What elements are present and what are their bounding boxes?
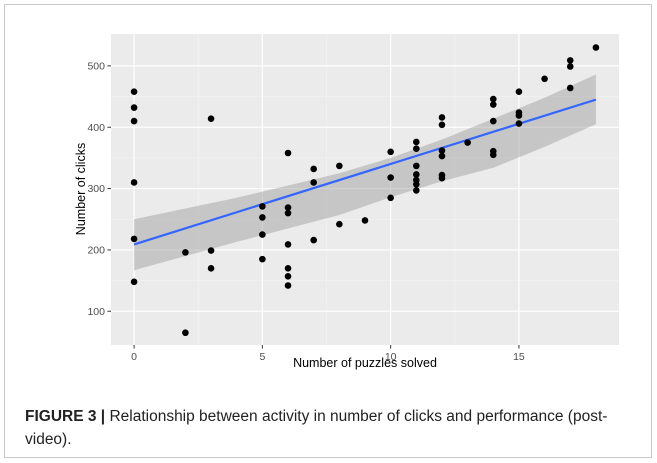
data-point bbox=[464, 139, 471, 146]
data-point bbox=[387, 194, 394, 202]
data-point bbox=[413, 187, 420, 194]
data-point bbox=[413, 171, 420, 178]
data-point bbox=[566, 84, 574, 92]
data-point bbox=[413, 162, 420, 170]
data-point bbox=[284, 282, 292, 289]
data-point bbox=[489, 117, 497, 125]
data-point bbox=[489, 151, 497, 159]
data-point bbox=[207, 247, 215, 254]
data-point bbox=[182, 249, 189, 256]
data-point bbox=[259, 203, 266, 210]
data-point bbox=[284, 149, 292, 157]
data-point bbox=[387, 148, 394, 156]
scatter-plot: 0 5 10 15 100 200 300 400 500 Number of puzzles… bbox=[74, 34, 619, 370]
caption-text: Relationship between activity in number … bbox=[25, 408, 608, 448]
plot-panel bbox=[111, 34, 619, 345]
data-point bbox=[130, 104, 138, 111]
data-point bbox=[284, 272, 292, 280]
data-point bbox=[489, 101, 497, 108]
data-point bbox=[387, 174, 394, 181]
data-point bbox=[259, 255, 266, 263]
data-point bbox=[413, 180, 420, 188]
x-axis-ticks: 0 5 10 15 bbox=[131, 345, 525, 363]
data-point bbox=[489, 95, 497, 103]
grid-major bbox=[111, 34, 619, 345]
y-axis-ticks: 100 200 300 400 500 bbox=[87, 60, 111, 318]
data-points bbox=[130, 44, 600, 337]
y-tick-label: 500 bbox=[87, 60, 105, 72]
y-tick-label: 400 bbox=[87, 122, 105, 134]
data-point bbox=[284, 241, 292, 248]
data-point bbox=[566, 63, 574, 70]
data-point bbox=[259, 231, 266, 238]
data-point bbox=[284, 204, 292, 211]
data-point bbox=[207, 265, 215, 272]
data-point bbox=[438, 114, 446, 121]
x-tick-label: 0 bbox=[131, 351, 137, 363]
caption-label: FIGURE 3 | bbox=[25, 408, 106, 425]
data-point bbox=[182, 329, 189, 337]
data-point bbox=[310, 236, 317, 244]
x-tick-label: 10 bbox=[385, 351, 397, 363]
y-tick-label: 200 bbox=[87, 245, 105, 257]
data-point bbox=[130, 179, 138, 186]
data-point bbox=[515, 120, 523, 127]
data-point bbox=[566, 57, 574, 64]
data-point bbox=[438, 174, 446, 182]
data-point bbox=[541, 75, 548, 83]
y-tick-label: 100 bbox=[87, 306, 105, 318]
data-point bbox=[310, 179, 317, 186]
data-point bbox=[130, 278, 138, 286]
data-point bbox=[592, 44, 600, 51]
data-point bbox=[336, 162, 343, 170]
data-point bbox=[438, 152, 446, 160]
figure-frame: 0 5 10 15 100 200 300 400 500 Number of puzzles… bbox=[4, 4, 652, 458]
data-point bbox=[259, 214, 266, 221]
data-point bbox=[310, 165, 317, 173]
y-axis-label: Number of clicks bbox=[74, 143, 88, 235]
data-point bbox=[284, 265, 292, 272]
data-point bbox=[130, 235, 138, 243]
x-tick-label: 5 bbox=[259, 351, 265, 363]
data-point bbox=[515, 88, 523, 95]
data-point bbox=[438, 121, 446, 129]
data-point bbox=[438, 147, 446, 154]
data-point bbox=[515, 112, 523, 119]
grid-minor bbox=[111, 34, 619, 345]
data-point bbox=[130, 117, 138, 125]
data-point bbox=[361, 217, 369, 224]
data-point bbox=[413, 145, 420, 153]
data-point bbox=[413, 138, 420, 146]
x-tick-label: 15 bbox=[513, 351, 525, 363]
data-point bbox=[284, 209, 292, 217]
data-point bbox=[336, 220, 343, 228]
x-axis-label: Number of puzzles solved bbox=[293, 356, 437, 370]
y-tick-label: 300 bbox=[87, 183, 105, 195]
data-point bbox=[130, 88, 138, 95]
data-point bbox=[207, 115, 215, 122]
figure-caption: FIGURE 3 | Relationship between activity… bbox=[25, 405, 625, 451]
